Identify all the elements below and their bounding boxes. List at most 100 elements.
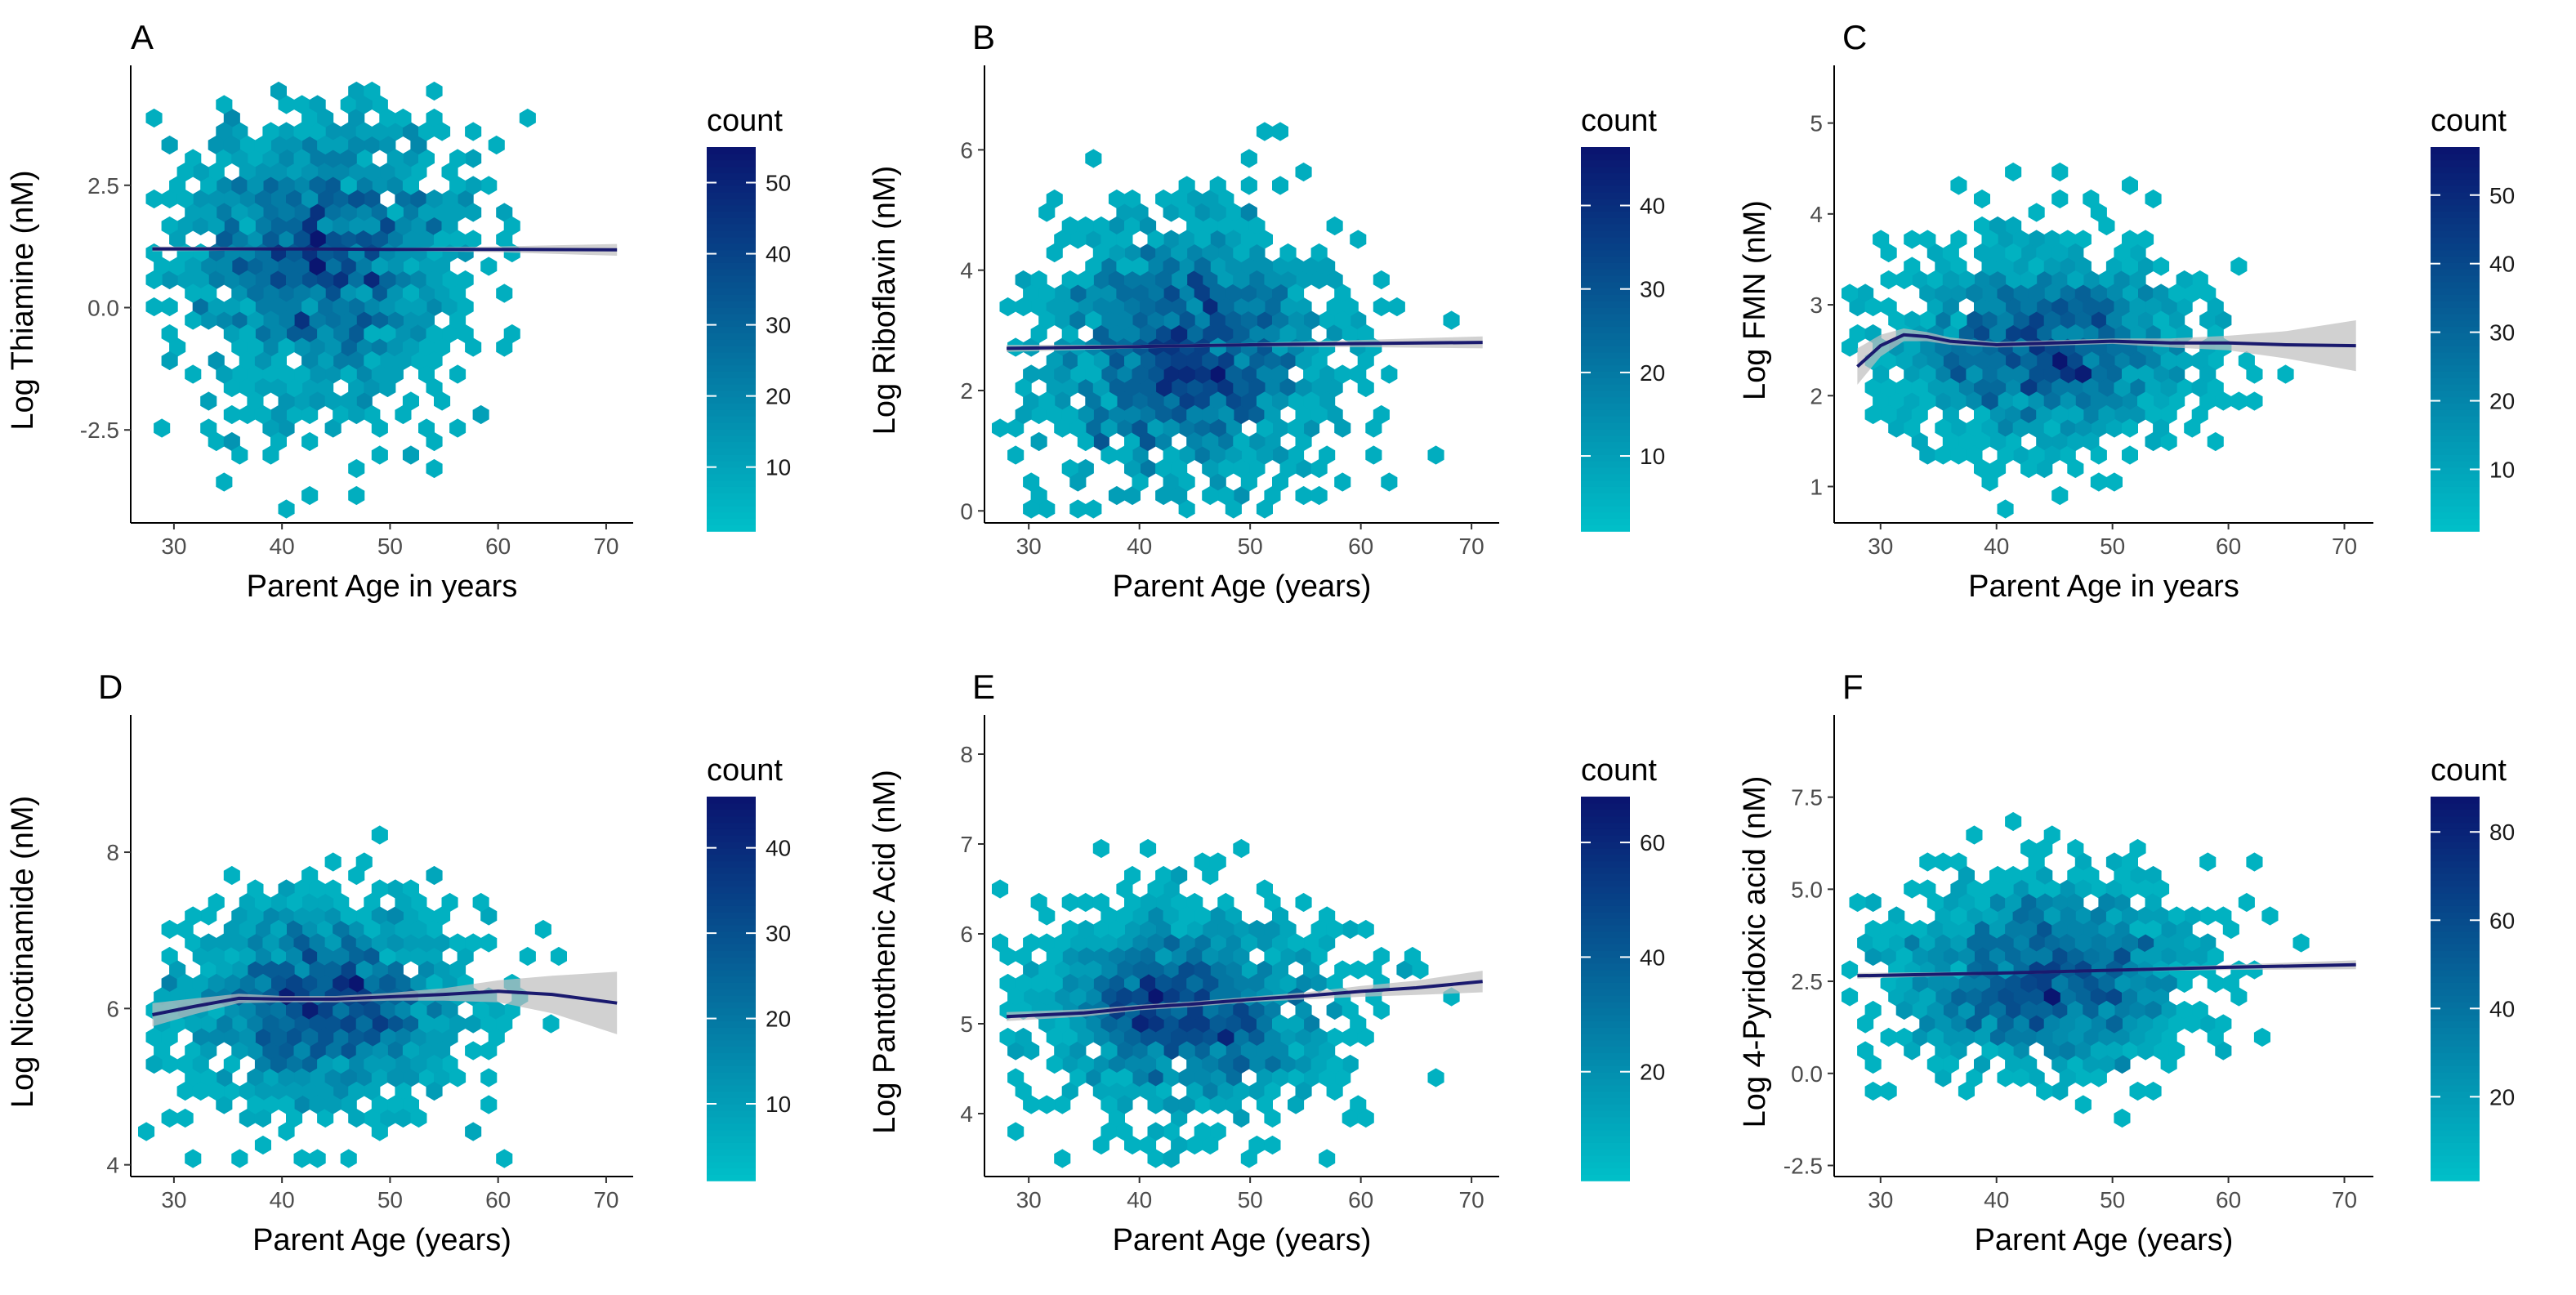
x-tick-label: 40 (1127, 534, 1152, 559)
hex-bin (1248, 324, 1266, 344)
hex-bin (1904, 1041, 1921, 1061)
hex-bin (1895, 946, 1913, 967)
hex-bin (1873, 391, 1890, 411)
hex-bin (1171, 270, 1188, 290)
hex-bin (293, 1068, 310, 1087)
hex-bin (1958, 324, 1975, 344)
hex-bin (1233, 1027, 1250, 1047)
hex-bin (1085, 960, 1102, 980)
hex-bin (185, 284, 202, 303)
hex-bin (301, 189, 319, 209)
hex-bin (2207, 431, 2224, 452)
hex-bin (1926, 919, 1944, 940)
hex-bin (426, 1027, 443, 1047)
hex-bin (1880, 243, 1897, 263)
x-tick-label: 60 (485, 534, 511, 559)
hex-bin (1163, 1122, 1180, 1141)
hex-bin (278, 122, 295, 141)
legend-gradient-step (2431, 847, 2480, 855)
hex-bin (1256, 879, 1273, 899)
hex-bin (1007, 445, 1025, 465)
legend-gradient-step (2431, 1116, 2480, 1124)
hex-bin (223, 216, 240, 236)
hex-bin (2051, 919, 2069, 940)
hex-bin (293, 310, 310, 330)
hex-bin (1171, 1135, 1188, 1155)
hex-bin (185, 1149, 202, 1168)
hex-bin (418, 364, 435, 384)
hex-bin (223, 297, 240, 317)
hex-bin (1217, 892, 1234, 913)
hex-bin (309, 284, 326, 303)
hex-bin (1350, 1095, 1367, 1114)
hex-bin (441, 324, 458, 344)
hex-bin (1295, 485, 1312, 506)
hex-bin (2098, 973, 2115, 994)
hex-bin (185, 1068, 202, 1087)
hex-bin (2207, 946, 2224, 967)
hex-bin (1935, 987, 1952, 1007)
hex-bin (254, 919, 271, 940)
hex-bin (278, 1041, 295, 1061)
hex-bin (2005, 162, 2022, 182)
x-tick-label: 40 (270, 534, 295, 559)
hex-bin (145, 189, 163, 209)
hex-bin (348, 1027, 365, 1047)
legend-gradient-step (707, 962, 756, 971)
hex-bin (262, 1014, 279, 1034)
hex-bin (371, 445, 388, 465)
legend-gradient-step (707, 211, 756, 218)
hex-bin (348, 270, 365, 290)
hex-bin (1842, 337, 1859, 357)
legend-gradient-step (707, 899, 756, 906)
legend-gradient-step (707, 179, 756, 186)
hex-bin (1233, 1054, 1250, 1074)
hex-bin (441, 270, 458, 290)
hex-bin (503, 324, 520, 344)
hex-bin (1248, 919, 1266, 940)
hex-bin (2043, 1014, 2060, 1034)
hex-bin (1997, 1068, 2014, 1087)
legend-title: count (2431, 753, 2507, 788)
hex-bin (1295, 973, 1312, 994)
hex-bin (2036, 431, 2053, 452)
x-tick-label: 50 (1238, 534, 1263, 559)
hex-bin (2137, 310, 2154, 330)
legend-gradient-step (1581, 1174, 1630, 1181)
hex-bin (1155, 431, 1172, 452)
hex-bin (1264, 1135, 1281, 1155)
legend-gradient-step (1581, 467, 1630, 475)
legend-title: count (1581, 104, 1657, 138)
hex-bin (278, 391, 295, 411)
hex-bin (216, 176, 233, 195)
hex-bin (1895, 1000, 1913, 1020)
hex-bin (2043, 418, 2060, 438)
hex-bin (1264, 297, 1281, 317)
hex-bin (1295, 946, 1312, 967)
hex-bin (1132, 472, 1149, 492)
legend-gradient-step (2431, 319, 2480, 328)
hex-bin (262, 1095, 279, 1114)
legend-tick-label: 60 (2489, 908, 2515, 933)
hex-bin (317, 919, 334, 940)
hex-bin (1209, 960, 1226, 980)
hex-bin (434, 1014, 451, 1034)
hex-bin (1864, 297, 1882, 317)
hex-bin (1919, 284, 1936, 303)
legend-gradient-step (1581, 511, 1630, 520)
hex-bin (239, 377, 256, 398)
hex-bin (1303, 310, 1320, 330)
legend-gradient-step (2431, 841, 2480, 849)
legend-gradient-step (2431, 351, 2480, 359)
hex-bin (371, 1122, 388, 1141)
hex-bin (208, 297, 225, 317)
hex-bin (1935, 445, 1952, 465)
hex-bin (1888, 310, 1905, 330)
hex-bin (270, 1081, 287, 1101)
hex-bin (2051, 1081, 2069, 1101)
legend-gradient-step (707, 1039, 756, 1047)
hex-bin (386, 310, 404, 330)
hex-bin (1981, 284, 1998, 303)
hex-bin (2051, 270, 2069, 290)
hex-bin (1342, 1054, 1359, 1074)
